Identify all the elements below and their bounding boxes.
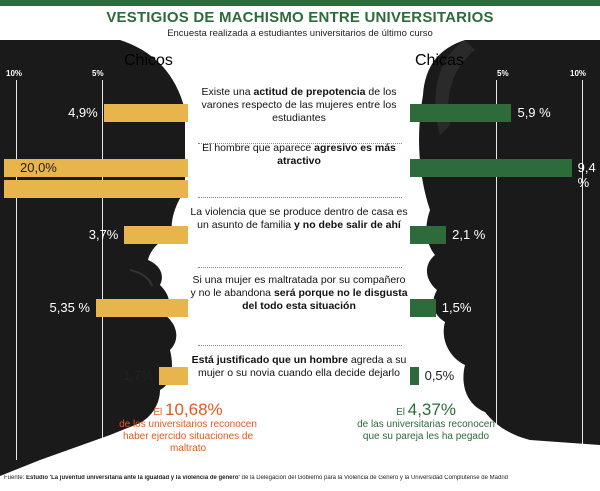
label-chicas-2: 2,1 %: [452, 227, 486, 242]
question-1: El hombre que aparece agresivo es más at…: [190, 142, 408, 168]
legend-chicas: Chicas: [415, 52, 464, 69]
label-chicas-0: 5,9 %: [517, 105, 551, 120]
bar-chicas-4: [410, 367, 419, 385]
question-0: Existe una actitud de prepotencia de los…: [190, 86, 408, 125]
question-highlight-2: y no debe salir de ahí: [294, 219, 401, 231]
grid-line-right-5: [496, 80, 497, 460]
label-chicas-4: 0,5%: [424, 368, 455, 383]
chart-subtitle: Encuesta realizada a estudiantes univers…: [167, 28, 433, 39]
summary-chicos-prefix: El: [153, 407, 165, 418]
summary-chicos: El 10,68% de los universitarios reconoce…: [118, 401, 258, 455]
panel-separator-1: [198, 197, 402, 198]
label-chicos-2: 3,7%: [88, 227, 119, 242]
summary-chicas-prefix: El: [396, 407, 408, 418]
bar-chicos-overflow-1: [4, 180, 188, 198]
bar-chicos-3: [95, 299, 188, 317]
top-accent-bar: [0, 0, 600, 6]
question-text-0: Existe una: [201, 86, 254, 98]
panel-separator-3: [198, 345, 402, 346]
bar-chicos-1: [4, 159, 188, 177]
summary-chicas-text: de las universitarias reconocen que su p…: [357, 419, 495, 442]
summary-chicas: El 4,37% de las universitarias reconocen…: [356, 401, 496, 443]
label-chicos-1: 20,0%: [20, 160, 57, 175]
bar-chicas-0: [410, 104, 512, 122]
left-tick-5: 5%: [92, 69, 104, 78]
label-chicos-0: 4,9%: [68, 105, 98, 120]
grid-line-left-10: [16, 80, 17, 460]
question-3: Si una mujer es maltratada por su compañ…: [190, 274, 408, 313]
label-chicas-3: 1,5%: [441, 300, 472, 315]
panel-separator-2: [198, 267, 402, 268]
summary-chicos-text: de los universitarios reconocen haber ej…: [119, 419, 257, 454]
question-highlight-4: Está justificado que un hombre: [191, 354, 348, 366]
question-text-3: Si una mujer es maltratada por su compañ…: [190, 274, 406, 299]
legend-chicos: Chicos: [124, 52, 173, 69]
footer-prefix: Fuente:: [4, 475, 27, 481]
label-chicos-4: 1,7%: [123, 368, 153, 383]
label-chicas-1: 9,4 %: [577, 160, 596, 190]
question-highlight-3: será porque no le disgusta del todo esta…: [242, 287, 408, 312]
left-tick-10: 10%: [6, 69, 23, 78]
footer-study: Estudio 'La juventud universitaria ante …: [26, 475, 240, 481]
label-chicos-3: 5,35 %: [49, 300, 90, 315]
bar-chicos-4: [158, 367, 188, 385]
bar-chicas-2: [410, 226, 447, 244]
summary-chicos-pct: 10,68%: [165, 400, 223, 419]
question-highlight-1: agresivo es más atractivo: [277, 142, 396, 167]
question-text-2: La violencia que se produce dentro de ca…: [190, 206, 408, 231]
panel-separator-0: [198, 143, 402, 144]
bar-chicas-1: [410, 159, 572, 177]
grid-line-right-10: [582, 80, 583, 460]
source-footer: Fuente: Estudio 'La juventud universitar…: [4, 475, 596, 481]
grid-line-right-0: [410, 80, 411, 460]
bar-chicos-2: [124, 226, 188, 244]
question-4: Está justificado que un hombre agreda a …: [190, 354, 408, 380]
right-tick-10: 10%: [570, 69, 587, 78]
footer-suffix: de la Delegación del Gobierno para la Vi…: [239, 475, 508, 481]
male-silhouette: [0, 40, 185, 476]
question-2: La violencia que se produce dentro de ca…: [190, 206, 408, 232]
bar-chicas-3: [410, 299, 436, 317]
summary-chicas-pct: 4,37%: [407, 400, 456, 419]
question-text-end-4: agreda a su mujer o su novia cuando ella…: [198, 354, 407, 379]
grid-line-left-5: [102, 80, 103, 460]
question-text-1: El hombre que aparece: [202, 142, 315, 154]
grid-line-left-0: [188, 80, 189, 460]
chart-title: VESTIGIOS DE MACHISMO ENTRE UNIVERSITARI…: [106, 9, 494, 26]
question-text-end-0: de los varones respecto de las mujeres e…: [201, 86, 397, 124]
bar-chicos-0: [103, 104, 188, 122]
question-highlight-0: actitud de prepotencia: [253, 86, 366, 98]
right-tick-5: 5%: [497, 69, 509, 78]
